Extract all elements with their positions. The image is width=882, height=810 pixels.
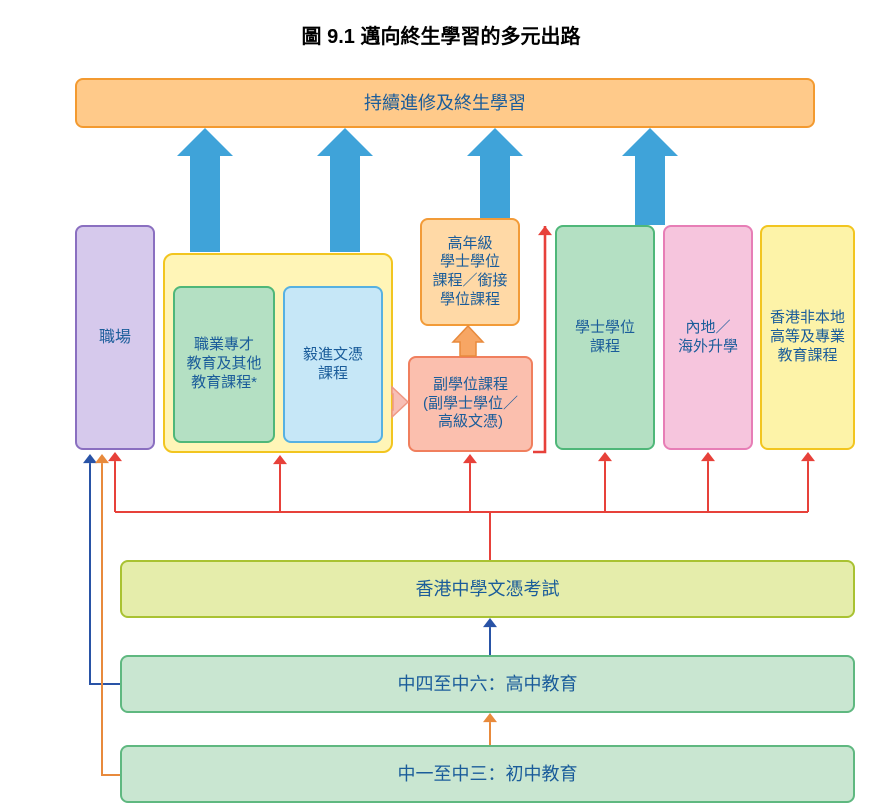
node-text: 課程: [318, 365, 348, 384]
node-text: 職場: [99, 328, 131, 348]
node-nonlocal: 香港非本地高等及專業教育課程: [760, 225, 855, 450]
node-sub_degree: 副學位課程(副學士學位／高級文憑): [408, 356, 533, 452]
node-text: 職業專才: [194, 336, 254, 355]
node-vpet: 職業專才教育及其他教育課程*: [173, 286, 275, 443]
node-text: 副學位課程: [433, 376, 508, 395]
node-text: 香港非本地: [770, 309, 845, 328]
node-text: 中四至中六：高中教育: [398, 673, 578, 696]
node-text: 持續進修及終生學習: [364, 92, 526, 115]
node-text: 教育及其他: [186, 355, 261, 374]
node-junior_sec: 中一至中三：初中教育: [120, 745, 855, 803]
node-text: 課程: [590, 338, 620, 357]
node-text: 學位課程: [440, 291, 500, 310]
node-workplace: 職場: [75, 225, 155, 450]
node-text: 學士學位: [575, 319, 635, 338]
node-text: 教育課程: [777, 347, 837, 366]
node-text: 中一至中三：初中教育: [398, 763, 578, 786]
node-text: 海外升學: [678, 338, 738, 357]
node-text: 香港中學文憑考試: [416, 578, 560, 601]
node-hkdse: 香港中學文憑考試: [120, 560, 855, 618]
figure-title: 圖 9.1 邁向終生學習的多元出路: [0, 20, 882, 49]
node-senior_bachelor: 高年級學士學位課程／銜接學位課程: [420, 218, 520, 326]
node-yjd: 毅進文憑課程: [283, 286, 383, 443]
node-text: (副學士學位／: [423, 395, 518, 414]
node-bachelor: 學士學位課程: [555, 225, 655, 450]
node-text: 高級文憑): [438, 413, 503, 432]
node-text: 內地／: [685, 319, 730, 338]
node-text: 學士學位: [440, 253, 500, 272]
node-text: 高等及專業: [770, 328, 845, 347]
node-text: 高年級: [447, 235, 492, 254]
node-senior_sec: 中四至中六：高中教育: [120, 655, 855, 713]
node-text: 毅進文憑: [303, 346, 363, 365]
node-text: 課程／銜接: [432, 272, 507, 291]
node-overseas: 內地／海外升學: [663, 225, 753, 450]
node-text: 教育課程*: [191, 374, 257, 393]
node-lifelong: 持續進修及終生學習: [75, 78, 815, 128]
